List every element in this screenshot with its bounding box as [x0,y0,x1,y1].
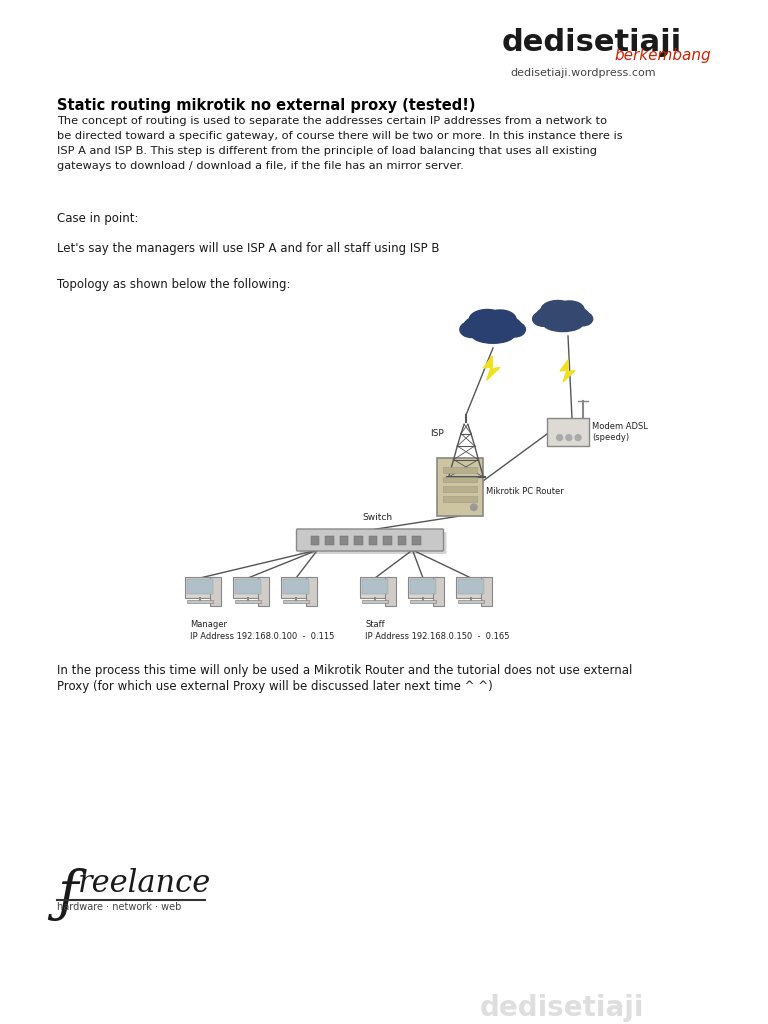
Ellipse shape [460,322,483,338]
Text: reelance: reelance [78,868,211,899]
FancyBboxPatch shape [339,536,348,545]
FancyBboxPatch shape [310,536,319,545]
Circle shape [566,434,572,440]
Circle shape [471,504,477,511]
FancyBboxPatch shape [187,600,213,603]
Circle shape [575,434,581,440]
FancyBboxPatch shape [458,600,484,603]
Ellipse shape [504,322,525,337]
FancyBboxPatch shape [398,536,406,545]
FancyBboxPatch shape [359,577,390,598]
Text: Proxy (for which use external Proxy will be discussed later next time ^ ^): Proxy (for which use external Proxy will… [57,680,493,693]
Text: Modem ADSL
(speedy): Modem ADSL (speedy) [592,422,648,442]
FancyBboxPatch shape [412,536,421,545]
Polygon shape [560,360,575,382]
Text: Switch: Switch [362,513,393,522]
Ellipse shape [471,310,515,338]
FancyBboxPatch shape [233,577,263,598]
FancyBboxPatch shape [442,486,478,493]
Ellipse shape [536,307,564,327]
Ellipse shape [573,312,593,326]
FancyBboxPatch shape [369,536,377,545]
FancyBboxPatch shape [410,600,435,603]
FancyBboxPatch shape [362,600,388,603]
Text: Static routing mikrotik no external proxy (tested!): Static routing mikrotik no external prox… [57,98,475,113]
Text: In the process this time will only be used a Mikrotik Router and the tutorial do: In the process this time will only be us… [57,664,632,677]
Ellipse shape [469,309,505,330]
Ellipse shape [542,302,584,327]
FancyBboxPatch shape [481,577,492,605]
FancyBboxPatch shape [455,577,486,598]
Text: Case in point:: Case in point: [57,212,138,225]
FancyBboxPatch shape [362,579,388,594]
Ellipse shape [563,307,589,326]
FancyBboxPatch shape [325,536,334,545]
FancyBboxPatch shape [408,577,439,598]
FancyBboxPatch shape [458,579,484,594]
FancyBboxPatch shape [210,577,221,605]
Text: gateways to download / download a file, if the file has an mirror server.: gateways to download / download a file, … [57,161,464,171]
Text: ISP: ISP [430,429,444,438]
Ellipse shape [541,300,574,318]
FancyBboxPatch shape [184,577,215,598]
Ellipse shape [543,315,583,332]
FancyBboxPatch shape [236,600,260,603]
FancyBboxPatch shape [280,577,311,598]
Text: Mikrotik PC Router: Mikrotik PC Router [486,486,564,496]
Text: ƒ: ƒ [57,868,78,923]
Text: dedisetiaji: dedisetiaji [480,994,644,1022]
FancyBboxPatch shape [385,577,396,605]
Polygon shape [483,356,500,380]
FancyBboxPatch shape [235,579,261,594]
Ellipse shape [485,310,516,329]
Text: be directed toward a specific gateway, of course there will be two or more. In t: be directed toward a specific gateway, o… [57,131,623,141]
FancyBboxPatch shape [433,577,444,605]
FancyBboxPatch shape [442,476,478,482]
Text: Manager
IP Address 192.168.0.100  -  0.115: Manager IP Address 192.168.0.100 - 0.115 [190,620,334,641]
Ellipse shape [533,311,554,327]
Ellipse shape [472,326,515,343]
FancyBboxPatch shape [354,536,362,545]
FancyBboxPatch shape [442,497,478,502]
FancyBboxPatch shape [283,579,309,594]
Text: hardware · network · web: hardware · network · web [57,902,181,912]
Text: Staff
IP Address 192.168.0.150  -  0.165: Staff IP Address 192.168.0.150 - 0.165 [365,620,509,641]
FancyBboxPatch shape [383,536,392,545]
Ellipse shape [555,301,584,318]
Circle shape [557,434,562,440]
Text: Topology as shown below the following:: Topology as shown below the following: [57,278,290,291]
Ellipse shape [463,316,494,338]
Text: ISP A and ISP B. This step is different from the principle of load balancing tha: ISP A and ISP B. This step is different … [57,146,597,156]
Text: The concept of routing is used to separate the addresses certain IP addresses fr: The concept of routing is used to separa… [57,116,607,126]
FancyBboxPatch shape [306,577,317,605]
FancyBboxPatch shape [296,529,443,551]
Text: berkembang: berkembang [614,48,710,63]
FancyBboxPatch shape [410,579,436,594]
Text: dedisetiaji: dedisetiaji [502,28,682,57]
FancyBboxPatch shape [437,458,483,516]
FancyBboxPatch shape [547,418,589,446]
Ellipse shape [493,317,521,337]
FancyBboxPatch shape [442,467,478,472]
FancyBboxPatch shape [187,579,213,594]
FancyBboxPatch shape [300,532,446,554]
Text: dedisetiaji.wordpress.com: dedisetiaji.wordpress.com [510,68,656,78]
Text: Let's say the managers will use ISP A and for all staff using ISP B: Let's say the managers will use ISP A an… [57,242,439,255]
FancyBboxPatch shape [258,577,269,605]
FancyBboxPatch shape [283,600,309,603]
